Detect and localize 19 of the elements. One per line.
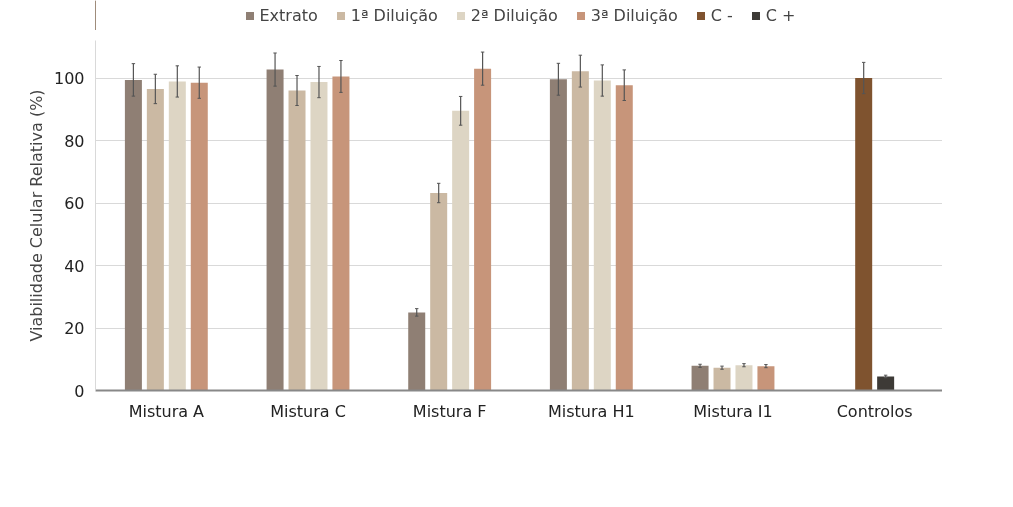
x-tick-label: Mistura F [412, 401, 487, 421]
y-tick-label: 80 [64, 131, 85, 151]
x-tick-label: Mistura A [128, 401, 205, 421]
y-tick-label: 0 [74, 381, 85, 401]
legend-label: C - [710, 5, 733, 25]
y-tick-label: 60 [64, 194, 85, 213]
legend-label: C + [765, 5, 796, 25]
y-tick-label: 100 [53, 69, 85, 88]
y-tick-label: 40 [64, 256, 85, 276]
legend-label: 3ª Diluição [590, 5, 678, 25]
y-axis-title: Viabilidade Celular Relativa (%) [26, 89, 46, 342]
legend-label: Extrato [259, 5, 318, 25]
x-tick-label: Mistura C [270, 401, 346, 421]
x-tick-label: Mistura H1 [547, 401, 635, 421]
x-tick-label: Mistura I1 [693, 401, 773, 421]
x-tick-label: Controlos [836, 401, 913, 421]
legend-label: 1ª Diluição [350, 5, 438, 25]
legend-label: 2ª Diluição [470, 5, 558, 25]
y-tick-label: 20 [64, 319, 85, 338]
